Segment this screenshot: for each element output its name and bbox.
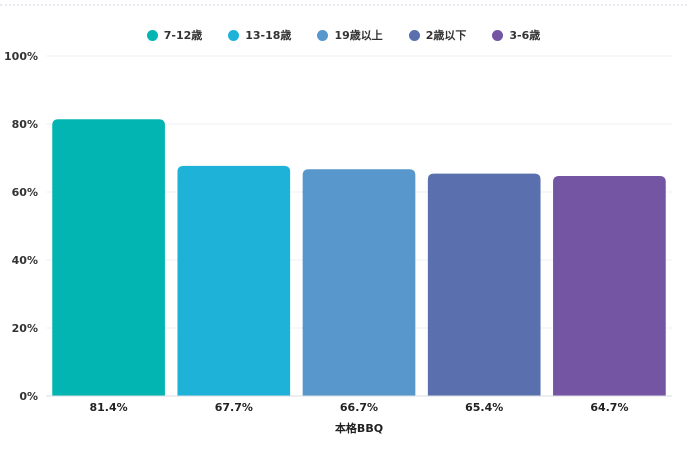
- legend-item-19-plus[interactable]: 19歳以上: [317, 27, 383, 43]
- y-tick-label: 0%: [19, 390, 38, 403]
- legend-label: 19歳以上: [334, 29, 383, 42]
- legend-swatch-icon: [146, 29, 158, 41]
- legend-item-7-12[interactable]: 7-12歳: [146, 27, 203, 43]
- data-labels: 81.4% 67.7% 66.7% 65.4% 64.7%: [90, 401, 629, 414]
- legend-item-3-6[interactable]: 3-6歳: [492, 27, 540, 43]
- bar-value-label: 66.7%: [340, 401, 378, 414]
- bar-value-label: 67.7%: [215, 401, 253, 414]
- bar-19歳以上[interactable]: [302, 169, 416, 396]
- chart-legend: 7-12歳 13-18歳 19歳以上 2歳以下 3-6歳: [0, 26, 687, 44]
- legend-swatch-icon: [408, 29, 420, 41]
- bars: [52, 119, 666, 397]
- legend-item-13-18[interactable]: 13-18歳: [228, 27, 291, 43]
- bar-value-label: 65.4%: [465, 401, 503, 414]
- bar-13-18歳[interactable]: [177, 165, 291, 396]
- legend-swatch-icon: [317, 29, 329, 41]
- top-divider: [0, 4, 687, 6]
- y-tick-label: 20%: [12, 322, 38, 335]
- legend-label: 2歳以下: [425, 29, 467, 42]
- y-tick-label: 80%: [12, 118, 38, 131]
- legend-label: 7-12歳: [163, 29, 203, 42]
- bar-3-6歳[interactable]: [553, 176, 666, 396]
- y-tick-label: 40%: [12, 254, 38, 267]
- y-tick-label: 100%: [4, 50, 38, 63]
- bar-7-12歳[interactable]: [52, 119, 165, 397]
- bar-value-label: 81.4%: [90, 401, 128, 414]
- y-tick-label: 60%: [12, 186, 38, 199]
- legend-label: 13-18歳: [245, 29, 292, 42]
- legend-swatch-icon: [492, 29, 504, 41]
- x-axis-title: 本格BBQ: [335, 421, 383, 435]
- legend-label: 3-6歳: [509, 29, 541, 42]
- bar-2歳以下[interactable]: [427, 173, 541, 396]
- legend-swatch-icon: [228, 29, 240, 41]
- y-axis-ticks: 0% 20% 40% 60% 80% 100%: [4, 50, 38, 403]
- bar-value-label: 64.7%: [590, 401, 628, 414]
- legend-item-under-2[interactable]: 2歳以下: [408, 27, 467, 43]
